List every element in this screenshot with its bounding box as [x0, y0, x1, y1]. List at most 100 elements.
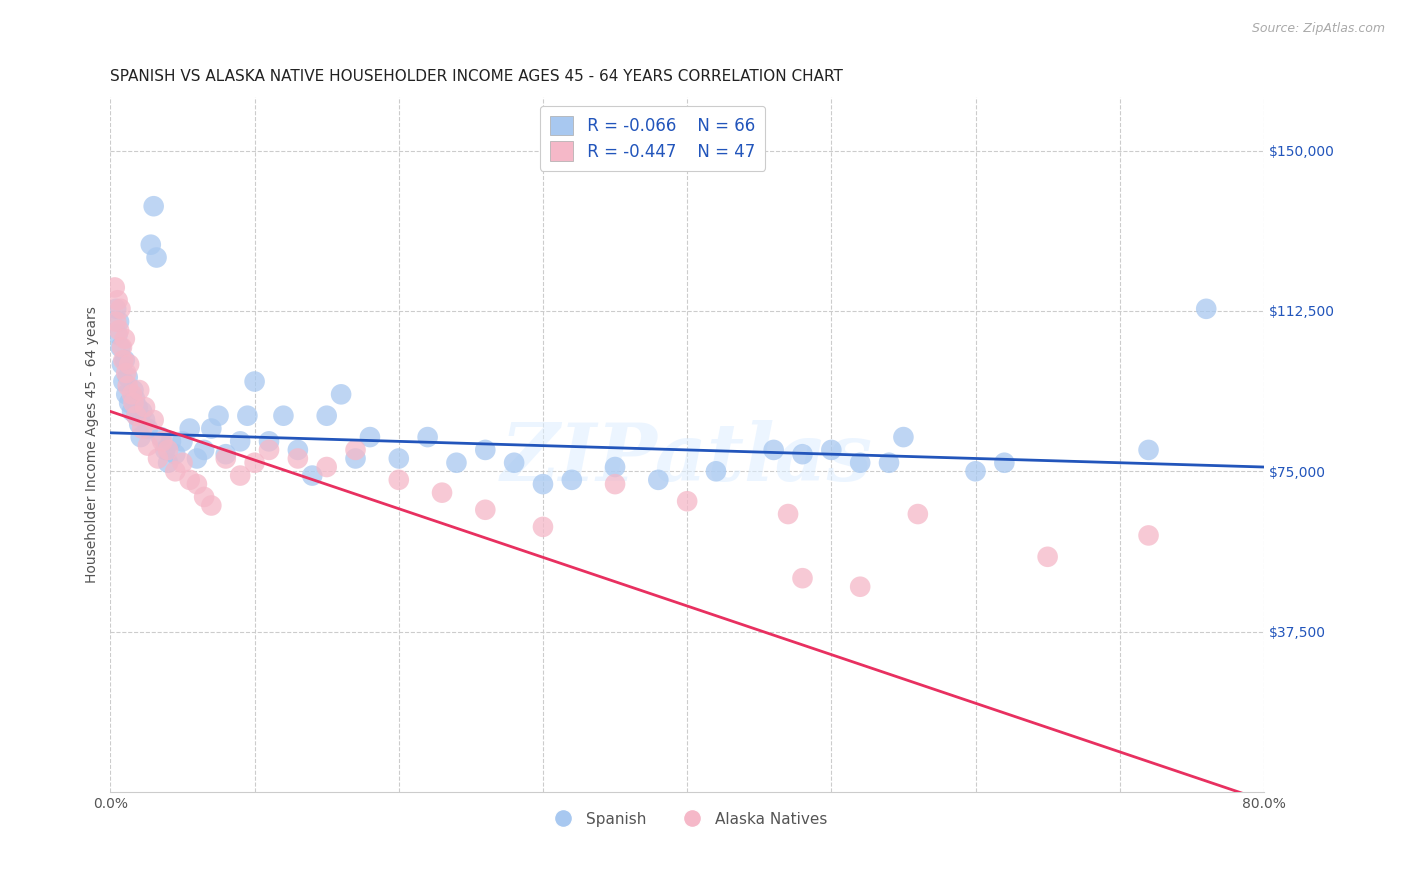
- Text: SPANISH VS ALASKA NATIVE HOUSEHOLDER INCOME AGES 45 - 64 YEARS CORRELATION CHART: SPANISH VS ALASKA NATIVE HOUSEHOLDER INC…: [111, 69, 844, 84]
- Point: [1036, 549, 1059, 564]
- Point: [172, 434, 194, 449]
- Point: [430, 485, 453, 500]
- Point: [186, 477, 208, 491]
- Point: [907, 507, 929, 521]
- Point: [107, 293, 129, 308]
- Point: [243, 375, 266, 389]
- Point: [157, 442, 180, 457]
- Point: [359, 430, 381, 444]
- Point: [112, 375, 135, 389]
- Point: [122, 396, 145, 410]
- Point: [849, 580, 872, 594]
- Point: [114, 353, 136, 368]
- Point: [330, 387, 353, 401]
- Point: [200, 499, 222, 513]
- Point: [131, 404, 153, 418]
- Point: [139, 237, 162, 252]
- Point: [165, 464, 187, 478]
- Point: [127, 400, 149, 414]
- Point: [112, 353, 135, 368]
- Point: [603, 477, 626, 491]
- Point: [993, 456, 1015, 470]
- Point: [115, 366, 138, 380]
- Point: [207, 409, 229, 423]
- Point: [603, 460, 626, 475]
- Point: [150, 434, 173, 449]
- Point: [142, 199, 165, 213]
- Point: [186, 451, 208, 466]
- Point: [236, 409, 259, 423]
- Point: [157, 456, 180, 470]
- Point: [118, 396, 141, 410]
- Point: [344, 442, 367, 457]
- Point: [153, 442, 176, 457]
- Point: [124, 392, 146, 406]
- Point: [792, 571, 814, 585]
- Point: [193, 490, 215, 504]
- Point: [142, 413, 165, 427]
- Point: [273, 409, 295, 423]
- Point: [647, 473, 669, 487]
- Point: [561, 473, 583, 487]
- Point: [105, 315, 128, 329]
- Point: [107, 327, 129, 342]
- Point: [125, 409, 148, 423]
- Point: [108, 315, 131, 329]
- Point: [129, 430, 152, 444]
- Point: [243, 456, 266, 470]
- Point: [125, 409, 148, 423]
- Point: [136, 439, 159, 453]
- Point: [104, 280, 127, 294]
- Point: [416, 430, 439, 444]
- Point: [762, 442, 785, 457]
- Point: [134, 400, 156, 414]
- Point: [172, 456, 194, 470]
- Point: [229, 468, 252, 483]
- Point: [111, 340, 134, 354]
- Point: [792, 447, 814, 461]
- Point: [131, 421, 153, 435]
- Point: [315, 409, 337, 423]
- Point: [105, 301, 128, 316]
- Point: [134, 413, 156, 427]
- Point: [146, 451, 169, 466]
- Point: [531, 477, 554, 491]
- Point: [179, 421, 201, 435]
- Y-axis label: Householder Income Ages 45 - 64 years: Householder Income Ages 45 - 64 years: [86, 306, 100, 583]
- Point: [315, 460, 337, 475]
- Point: [474, 502, 496, 516]
- Point: [160, 434, 183, 449]
- Point: [179, 473, 201, 487]
- Point: [114, 332, 136, 346]
- Point: [117, 378, 139, 392]
- Point: [287, 442, 309, 457]
- Point: [893, 430, 915, 444]
- Point: [388, 451, 411, 466]
- Point: [257, 442, 280, 457]
- Legend: Spanish, Alaska Natives: Spanish, Alaska Natives: [541, 805, 834, 833]
- Point: [446, 456, 468, 470]
- Point: [200, 421, 222, 435]
- Point: [344, 451, 367, 466]
- Point: [849, 456, 872, 470]
- Point: [136, 421, 159, 435]
- Point: [128, 383, 150, 397]
- Point: [145, 251, 167, 265]
- Point: [122, 383, 145, 397]
- Point: [474, 442, 496, 457]
- Text: Source: ZipAtlas.com: Source: ZipAtlas.com: [1251, 22, 1385, 36]
- Point: [215, 451, 238, 466]
- Point: [128, 417, 150, 432]
- Point: [1137, 442, 1160, 457]
- Point: [110, 301, 132, 316]
- Point: [704, 464, 727, 478]
- Point: [215, 447, 238, 461]
- Point: [531, 520, 554, 534]
- Point: [1195, 301, 1218, 316]
- Point: [965, 464, 987, 478]
- Point: [388, 473, 411, 487]
- Point: [118, 358, 141, 372]
- Point: [257, 434, 280, 449]
- Point: [503, 456, 526, 470]
- Point: [301, 468, 323, 483]
